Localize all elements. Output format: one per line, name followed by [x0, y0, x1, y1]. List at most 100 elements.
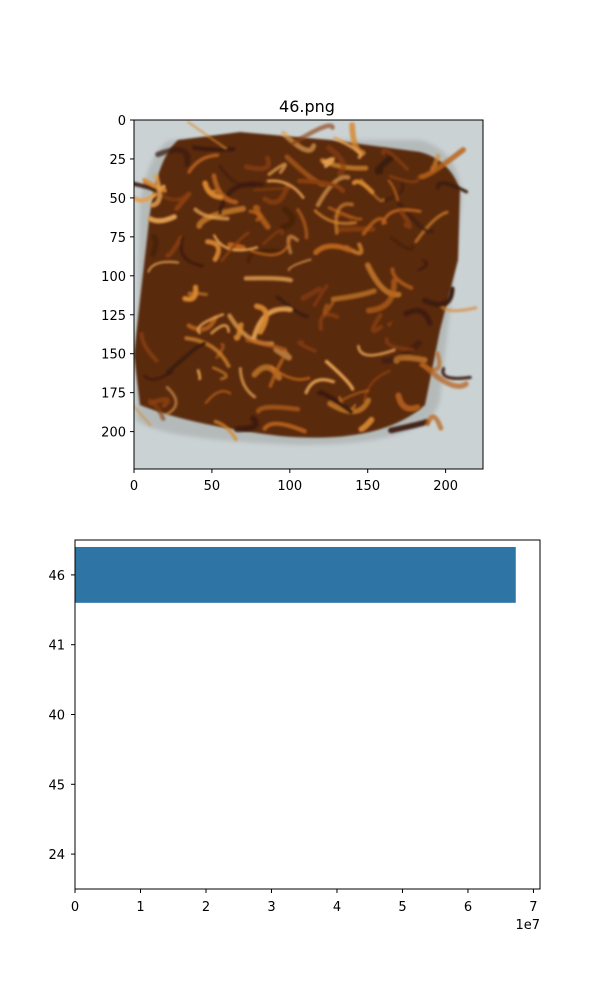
noodle-strand: [300, 286, 323, 302]
bar-x-tick-label: 5: [398, 900, 406, 915]
noodle-strand: [155, 147, 191, 168]
noodle-strand: [420, 361, 469, 389]
noodle-strand: [255, 404, 301, 414]
noodle-strand: [417, 259, 428, 272]
noodle-strand: [213, 419, 238, 442]
image-x-tick-label: 200: [433, 479, 458, 494]
noodle-strand: [273, 347, 292, 361]
image-frame: [133, 119, 484, 470]
noodle-strand: [266, 179, 305, 199]
noodle-strand: [327, 206, 363, 221]
noodle-strand: [217, 181, 265, 216]
noodle-strand: [357, 344, 396, 357]
noodle-strand: [147, 214, 177, 224]
noodle-strand: [250, 237, 292, 257]
image-y-tick-label: 25: [109, 153, 126, 168]
image-axes: 46.png 0 50 100 150 200 0 25 50 75 100 125 150 175 2…: [101, 97, 484, 494]
noodle-strand: [252, 204, 271, 230]
noodle-strand: [388, 174, 420, 184]
bar-y-tick-label: 41: [48, 639, 65, 654]
noodle-strand: [304, 378, 336, 395]
noodle-strand: [297, 178, 346, 194]
bar-y-tick-label: 24: [48, 848, 65, 863]
noodle-strand: [361, 216, 388, 236]
noodle-strand: [313, 209, 358, 225]
bar-x-tick-label: 7: [529, 900, 537, 915]
noodle-strand: [268, 357, 285, 388]
noodle-strand: [262, 421, 307, 434]
noodle-strand: [395, 392, 421, 412]
noodle-strand: [330, 288, 377, 302]
noodle-strand: [287, 258, 312, 272]
bar-y-tick-label: 45: [48, 778, 65, 793]
noodle-strand: [243, 155, 271, 172]
noodle-strand: [275, 295, 309, 318]
bar-y-axis: 46 41 40 45 24: [48, 569, 75, 863]
noodle-strand: [233, 415, 259, 433]
image-x-axis: 0 50 100 150 200: [130, 469, 458, 494]
image-x-tick-label: 50: [204, 479, 221, 494]
noodle-strand: [381, 148, 409, 171]
noodle-strand: [187, 120, 227, 150]
noodle-strand: [267, 162, 287, 176]
noodle-strand: [182, 284, 199, 302]
image-y-tick-label: 150: [101, 348, 126, 363]
noodle-strand: [179, 236, 204, 268]
image-title: 46.png: [279, 97, 335, 116]
bar-x-tick-label: 1: [136, 900, 144, 915]
noodle-strand: [317, 390, 354, 414]
image-y-tick-label: 50: [109, 192, 126, 207]
noodle-strand: [196, 369, 202, 381]
image-y-tick-label: 75: [109, 231, 126, 246]
noodle-strand: [204, 389, 232, 405]
noodle-strand: [403, 308, 433, 326]
noodle-strand: [324, 359, 355, 391]
noodle-strand: [312, 284, 329, 307]
bar-y-tick-label: 46: [48, 569, 65, 584]
noodle-strand: [364, 262, 402, 298]
noodle-strand: [142, 178, 167, 193]
noodle-strand: [419, 147, 466, 180]
noodle-strand: [370, 312, 384, 333]
bar-x-axis: 0 1 2 3 4 5 6 7: [71, 889, 538, 915]
noodle-strand: [143, 370, 174, 381]
noodle-strand: [387, 320, 393, 327]
noodle-strand: [280, 130, 317, 153]
noodle-strand: [187, 291, 208, 298]
noodle-strand: [360, 178, 385, 203]
noodle-strands: [134, 120, 478, 442]
noodle-strand: [261, 228, 284, 246]
noodle-strand: [186, 315, 218, 332]
image-y-axis: 0 25 50 75 100 125 150 175 200: [101, 114, 134, 441]
noodle-strand: [398, 209, 413, 229]
noodle-strand: [333, 136, 363, 159]
noodle-strand: [245, 338, 288, 352]
noodle-strand: [322, 301, 335, 316]
noodle-strand: [150, 234, 159, 257]
noodle-strand: [297, 340, 317, 353]
bar-y-tick-label: 40: [48, 709, 65, 724]
bar: [75, 546, 516, 603]
noodle-strand: [362, 369, 391, 403]
noodle-strand: [326, 145, 347, 177]
noodle-strand: [313, 243, 353, 256]
noodle-strand: [165, 386, 178, 416]
bar-x-tick-label: 6: [464, 900, 472, 915]
bar-x-tick-label: 3: [267, 900, 275, 915]
noodle-strand: [425, 414, 444, 431]
noodle-strand: [192, 145, 236, 152]
noodle-strand: [212, 366, 228, 381]
noodle-strand: [134, 404, 152, 427]
noodle-strand: [147, 260, 180, 273]
noodle-strand: [414, 210, 449, 244]
bar-x-tick-label: 0: [71, 900, 79, 915]
noodle-strand: [165, 235, 184, 258]
noodle-strand: [166, 341, 207, 375]
noodle-strand: [318, 312, 340, 331]
noodle-strand: [321, 157, 335, 168]
bar-x-tick-label: 4: [333, 900, 341, 915]
food-photo: [134, 120, 483, 469]
bar-x-tick-label: 2: [202, 900, 210, 915]
